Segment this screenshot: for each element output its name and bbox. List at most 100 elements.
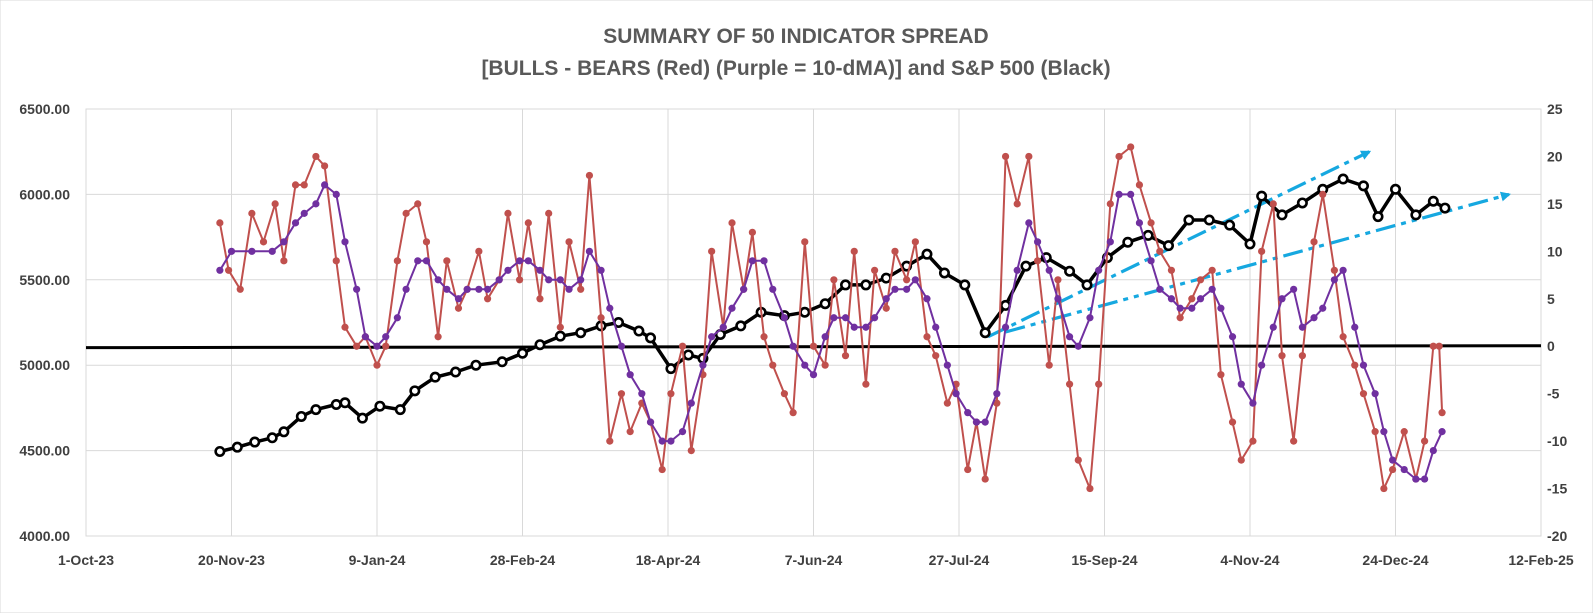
spread-point <box>1045 361 1053 369</box>
spread-point <box>236 285 244 293</box>
spread-point <box>748 228 756 236</box>
spread-point <box>1167 266 1176 274</box>
spread-10dma-line-group <box>216 181 1446 483</box>
sp500-point <box>470 359 482 371</box>
spread-point <box>1330 266 1338 274</box>
sp500-point <box>554 330 566 342</box>
spread-10dma-point <box>227 247 236 255</box>
spread-10dma-point <box>1176 304 1184 312</box>
spread-point <box>871 266 879 274</box>
spread-point <box>678 342 687 350</box>
sp500-point <box>1244 238 1256 250</box>
spread-10dma-point <box>1208 285 1216 293</box>
spread-10dma-point <box>1258 361 1266 369</box>
spread-point <box>1147 219 1155 227</box>
spread-10dma-point <box>1380 428 1388 436</box>
sp500-point <box>356 412 368 424</box>
spread-point <box>830 276 838 284</box>
spread-10dma-point <box>740 285 748 293</box>
sp500-point <box>1224 219 1236 231</box>
spread-10dma-point <box>1330 276 1338 284</box>
spread-10dma-point <box>626 371 634 379</box>
sp500-point <box>266 432 278 444</box>
spread-10dma-point <box>638 390 646 398</box>
spread-point <box>1237 456 1245 464</box>
sp500-point <box>374 400 386 412</box>
spread-10dma-point <box>1106 238 1114 246</box>
x-axis: 1-Oct-23 20-Nov-23 9-Jan-24 28-Feb-24 18-Apr… <box>58 552 1574 568</box>
spread-10dma-point <box>862 323 870 331</box>
sp500-point <box>214 445 226 457</box>
spread-10dma-point <box>606 304 614 312</box>
spread-point <box>454 304 463 312</box>
right-tick-label: -10 <box>1547 433 1567 449</box>
spread-10dma-point <box>964 409 972 417</box>
spread-10dma-point <box>1095 266 1103 274</box>
spread-10dma-point <box>646 418 655 426</box>
spread-point <box>1380 484 1388 493</box>
series <box>214 143 1451 493</box>
spread-10dma-point <box>1339 266 1347 274</box>
spread-10dma-point <box>524 257 532 265</box>
spread-10dma-point <box>393 314 401 322</box>
sp500-point <box>231 441 243 453</box>
sp500-point <box>959 279 971 291</box>
sp500-point <box>665 363 677 375</box>
spread-point <box>1054 276 1062 284</box>
spread-10dma-point <box>1167 295 1176 303</box>
sp500-point <box>516 347 528 359</box>
spread-point <box>259 238 268 246</box>
spread-10dma-point <box>402 285 410 293</box>
spread-point <box>1438 409 1446 417</box>
spread-10dma-point <box>882 295 890 303</box>
spread-10dma-point <box>495 276 503 284</box>
spread-point <box>224 266 233 274</box>
spread-point <box>556 323 564 331</box>
spread-point <box>850 247 858 255</box>
spread-point <box>422 238 431 246</box>
spread-point <box>1176 314 1184 322</box>
sp500-point <box>735 320 747 332</box>
spread-10dma-point <box>1033 238 1042 246</box>
spread-point <box>597 314 605 322</box>
sp500-point <box>1390 183 1402 195</box>
spread-10dma-point <box>443 285 451 293</box>
spread-10dma-point <box>1115 190 1123 198</box>
spread-point <box>1001 152 1010 161</box>
spread-point <box>373 361 381 369</box>
spread-10dma-point <box>1298 323 1306 331</box>
spread-10dma-point <box>1429 447 1437 455</box>
spread-10dma-point <box>993 390 1001 398</box>
spread-point <box>1095 380 1103 388</box>
spread-point <box>1278 352 1286 360</box>
spread-10dma-point <box>463 285 471 293</box>
spread-10dma-point <box>1228 333 1237 341</box>
spread-10dma-point <box>678 428 687 436</box>
x-tick-label: 7-Jun-24 <box>785 552 843 568</box>
spread-10dma-point <box>312 200 320 208</box>
spread-10dma-point <box>789 342 797 350</box>
spread-point <box>1135 181 1144 189</box>
spread-10dma-point <box>475 285 483 293</box>
spread-point <box>809 342 818 350</box>
spread-point <box>606 437 614 445</box>
spread-point <box>1290 437 1298 445</box>
spread-10dma-point <box>981 418 989 426</box>
spread-point <box>841 352 850 360</box>
spread-point <box>1258 247 1266 255</box>
spread-point <box>271 200 279 208</box>
spread-point <box>1013 200 1021 208</box>
spread-10dma-point <box>361 333 369 341</box>
spread-10dma-point <box>545 276 553 284</box>
sp500-point <box>840 279 852 291</box>
spread-10dma-point <box>536 266 544 274</box>
sp500-point <box>1276 209 1288 221</box>
spread-point <box>1351 361 1359 369</box>
spread-10dma-point <box>1269 323 1277 331</box>
spread-10dma-point <box>577 276 585 284</box>
spread-10dma-point <box>597 266 605 274</box>
spread-point <box>443 257 451 265</box>
spread-point <box>1074 456 1082 464</box>
spread-point <box>911 238 919 246</box>
sp500-point <box>799 306 811 318</box>
